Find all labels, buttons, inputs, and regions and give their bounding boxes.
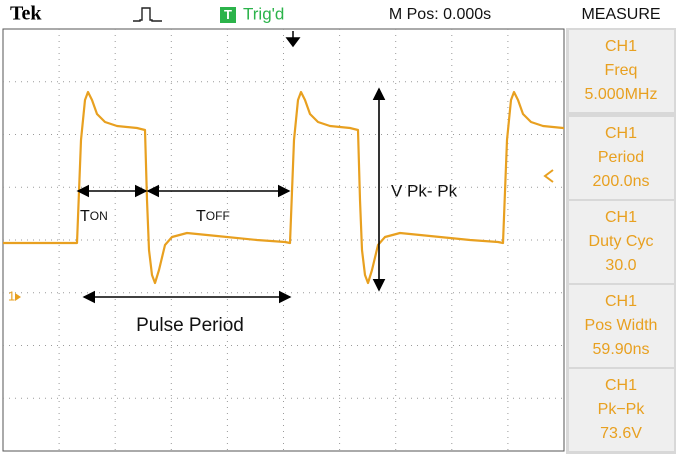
- measure-value: 59.90ns: [593, 341, 650, 358]
- measure-channel: CH1: [605, 125, 637, 142]
- brand: Tek: [10, 3, 42, 25]
- vpp-label: V Pk- Pk: [391, 181, 458, 200]
- measure-value: 5.000MHz: [585, 86, 658, 103]
- measure-value: 30.0: [605, 257, 636, 274]
- trigger-status: Trig'd: [243, 4, 284, 23]
- trigger-badge-text: T: [224, 7, 232, 22]
- channel-marker: 1: [8, 288, 15, 303]
- menu-title: MEASURE: [581, 6, 660, 23]
- measure-channel: CH1: [605, 209, 637, 226]
- measure-channel: CH1: [605, 293, 637, 310]
- pulse-period-label: Pulse Period: [136, 315, 244, 336]
- measure-label: Duty Cyc: [589, 233, 654, 250]
- measure-channel: CH1: [605, 38, 637, 55]
- measure-value: 73.6V: [600, 425, 642, 442]
- measure-label: Period: [598, 149, 644, 166]
- measure-label: Pos Width: [585, 317, 658, 334]
- measure-channel: CH1: [605, 377, 637, 394]
- oscilloscope-screen: Tek T Trig'd M Pos: 0.000s MEASURE 1 TON…: [0, 0, 676, 454]
- t-on-label: TON: [80, 208, 108, 225]
- position: M Pos: 0.000s: [389, 6, 491, 23]
- t-off-label: TOFF: [196, 208, 230, 225]
- measure-value: 200.0ns: [593, 173, 650, 190]
- measure-label: Freq: [605, 62, 638, 79]
- measure-label: Pk−Pk: [598, 401, 646, 418]
